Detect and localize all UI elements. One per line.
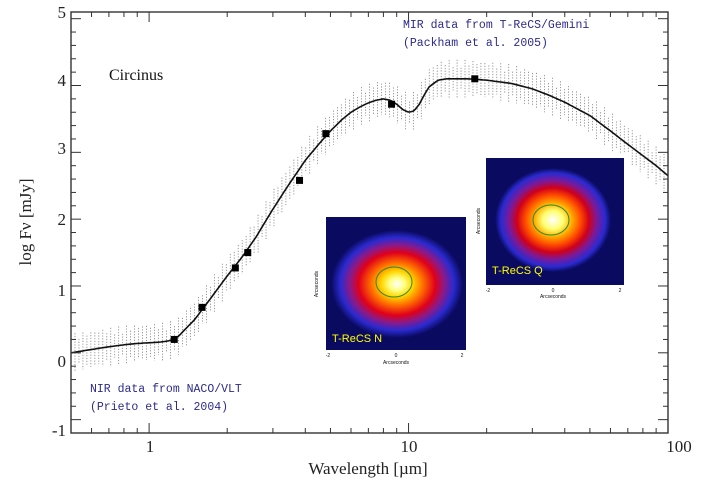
y-tick-label: -1 — [52, 421, 66, 440]
x-tick-label: 1 — [146, 437, 155, 456]
inset-n-tick: 0 — [395, 353, 398, 359]
x-tick-labels: 1 10 100 — [146, 437, 692, 456]
inset-q-ylabel: Arcseconds — [476, 207, 482, 234]
inset-q-title: T-ReCS Q — [492, 265, 543, 277]
inset-q-tick: 0 — [552, 288, 555, 294]
observed-data-point — [244, 249, 252, 257]
x-axis-label: Wavelength [µm] — [308, 459, 427, 478]
y-axis-label: log Fν [mJy] — [16, 178, 35, 265]
y-tick-label: 3 — [58, 139, 67, 158]
nir-source-citation: (Prieto et al. 2004) — [90, 401, 228, 414]
observed-data-point — [388, 100, 396, 108]
y-tick-label: 5 — [58, 3, 67, 22]
y-tick-label: 1 — [58, 281, 67, 300]
plot-frame — [70, 11, 669, 434]
inset-q-tick: -2 — [486, 288, 491, 294]
y-tick-labels: -1 0 1 2 3 4 5 — [52, 3, 67, 440]
observed-points — [170, 75, 479, 343]
y-tick-label: 4 — [58, 71, 67, 90]
inset-n-ylabel: Arcseconds — [314, 270, 320, 297]
axis-ticks — [70, 12, 669, 433]
inset-n-xlabel: Arcseconds — [383, 360, 410, 366]
inset-q-xlabel: Arcseconds — [540, 294, 567, 300]
nir-source-note: NIR data from NACO/VLT — [90, 383, 242, 396]
observed-data-point — [471, 75, 479, 83]
panel-label-circinus: Circinus — [109, 67, 163, 84]
inset-n-tick: 2 — [461, 353, 464, 359]
observed-data-point — [231, 264, 239, 272]
x-tick-label: 100 — [666, 437, 692, 456]
model-sed-curve — [70, 78, 669, 354]
inset-n-title: T-ReCS N — [332, 333, 382, 345]
x-tick-label: 10 — [401, 437, 418, 456]
inset-q-tick: 2 — [619, 288, 622, 294]
inset-n-tick: -2 — [326, 353, 331, 359]
y-tick-label: 2 — [58, 210, 67, 229]
inset-image-q-band: T-ReCS Q Arcseconds Arcseconds -2 0 2 — [475, 153, 630, 303]
inset-image-n-band: T-ReCS N Arcseconds Arcseconds -2 0 2 — [312, 212, 472, 372]
observed-data-point — [170, 335, 178, 343]
observed-data-point — [198, 303, 206, 311]
mir-source-note: MIR data from T-ReCS/Gemini — [403, 19, 589, 32]
y-tick-label: 0 — [58, 352, 67, 371]
mir-source-citation: (Packham et al. 2005) — [403, 37, 548, 50]
observed-data-point — [296, 176, 304, 184]
observed-data-point — [322, 130, 330, 138]
